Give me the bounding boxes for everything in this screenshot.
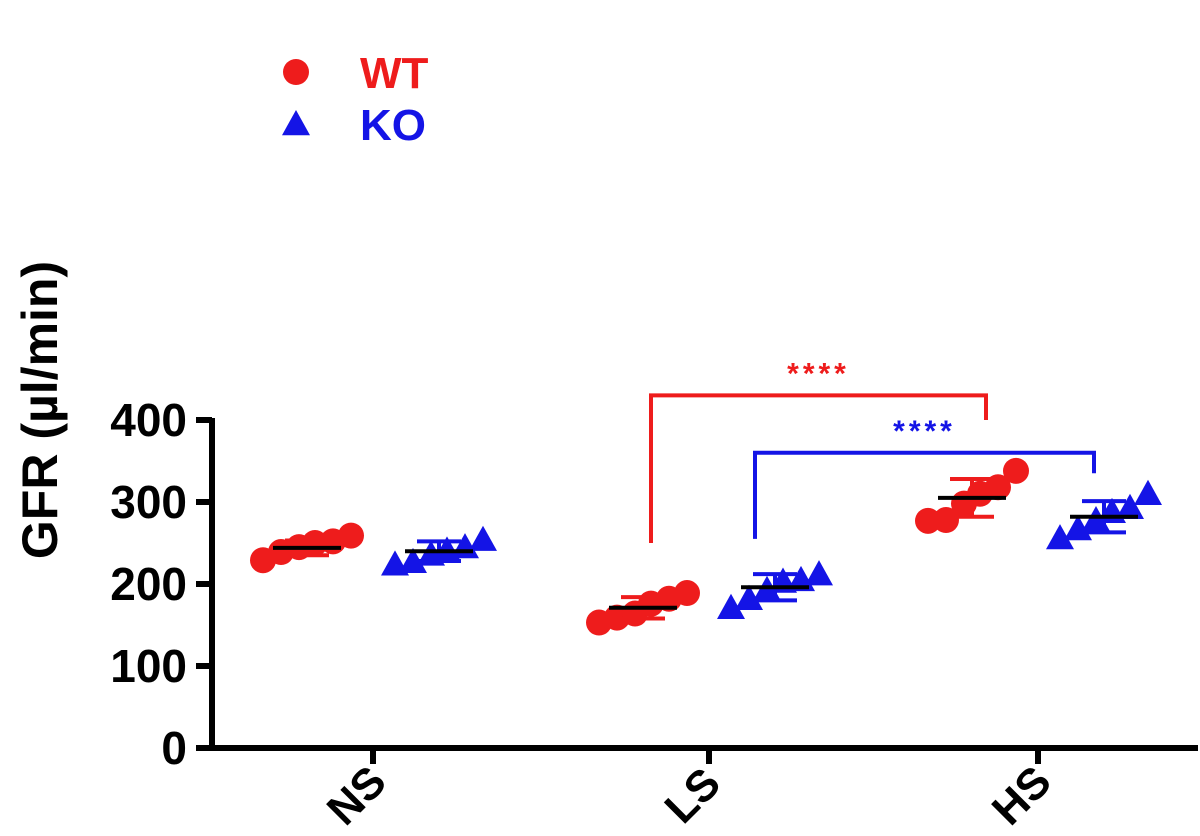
data-point-triangle [399, 547, 427, 574]
data-point-triangle [1134, 479, 1162, 505]
axes [196, 417, 1198, 764]
data-point-circle [674, 580, 700, 607]
legend-label: KO [360, 101, 426, 150]
significance-bracket [649, 393, 988, 543]
significance-brackets: **** **** [649, 357, 1096, 543]
data-point-circle [1003, 457, 1029, 484]
x-tick-label: NS [318, 757, 396, 835]
mean-lines [273, 495, 1138, 610]
data-point-triangle [1046, 524, 1074, 550]
x-tick-labels: NS LS HS [318, 757, 1061, 835]
data-point-circle [338, 522, 364, 549]
significance-bracket [753, 450, 1096, 539]
legend-entry-ko: KO [282, 101, 426, 150]
significance-label: **** [787, 357, 850, 390]
y-tick-label: 100 [110, 640, 187, 692]
data-point-triangle [1064, 515, 1092, 541]
significance-label: **** [893, 415, 956, 448]
legend-entry-wt: WT [283, 49, 429, 98]
x-tick-label: LS [656, 759, 730, 833]
y-tick-label: 400 [110, 394, 187, 446]
data-point-circle [933, 507, 959, 534]
y-tick-label: 200 [110, 558, 187, 610]
y-axis-label: GFR (µl/min) [12, 261, 68, 559]
data-points [250, 457, 1162, 636]
y-tick-labels: 0 100 200 300 400 [110, 394, 187, 774]
data-point-circle [283, 59, 309, 85]
data-point-triangle [717, 593, 745, 619]
data-point-triangle [469, 525, 497, 551]
y-tick-label: 300 [110, 476, 187, 528]
x-tick-label: HS [983, 757, 1061, 835]
y-tick-label: 0 [161, 722, 187, 774]
data-point-triangle [282, 110, 310, 136]
legend-label: WT [360, 49, 429, 98]
data-point-triangle [805, 560, 833, 586]
data-point-triangle [735, 584, 763, 610]
data-point-circle [985, 474, 1011, 501]
data-point-triangle [1116, 493, 1144, 519]
